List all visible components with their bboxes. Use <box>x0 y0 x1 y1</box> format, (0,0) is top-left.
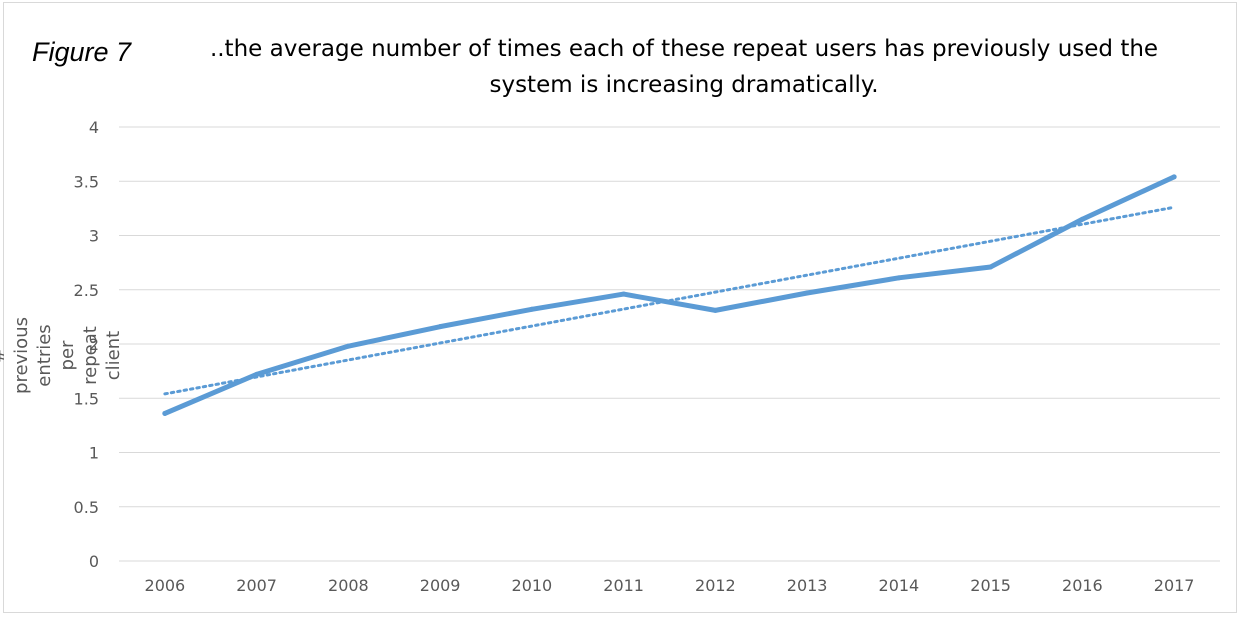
data-point <box>988 264 994 270</box>
x-tick-label: 2008 <box>328 576 369 595</box>
y-tick-label: 3 <box>89 227 99 246</box>
y-tick-label: 1.5 <box>74 389 99 408</box>
data-point <box>162 410 168 416</box>
data-point <box>712 307 718 313</box>
data-point <box>529 306 535 312</box>
series-line-0 <box>162 174 1177 416</box>
data-point <box>437 324 443 330</box>
x-tick-labels: 2006 2007 2008 2009 2010 2011 2012 2013 2014 2015… <box>145 576 1195 595</box>
data-point <box>1079 216 1085 222</box>
x-tick-label: 2010 <box>512 576 553 595</box>
y-tick-label: 0.5 <box>74 498 99 517</box>
figure-label: Figure 7 <box>32 37 132 67</box>
data-point <box>345 343 351 349</box>
x-tick-label: 2012 <box>695 576 736 595</box>
chart-title: ..the average number of times each of th… <box>209 36 1159 98</box>
plot-area: 00.511.522.533.54 2006 2007 2008 2009 2010 20… <box>74 118 1220 595</box>
series-layer <box>162 174 1177 416</box>
x-tick-label: 2011 <box>603 576 644 595</box>
x-tick-label: 2009 <box>420 576 461 595</box>
x-tick-label: 2015 <box>970 576 1011 595</box>
x-tick-label: 2017 <box>1154 576 1195 595</box>
y-tick-label: 4 <box>89 118 99 137</box>
y-tick-label: 0 <box>89 552 99 571</box>
y-tick-label: 2.5 <box>74 281 99 300</box>
data-point <box>1171 174 1177 180</box>
x-tick-label: 2013 <box>787 576 828 595</box>
y-tick-label: 1 <box>89 444 99 463</box>
x-tick-label: 2014 <box>879 576 920 595</box>
y-tick-labels: 0 0.5 1 1.5 2 2.5 3 3.5 4 <box>74 118 99 571</box>
y-tick-label: 3.5 <box>74 172 99 191</box>
y-tick-label: 2 <box>89 335 99 354</box>
x-tick-label: 2006 <box>145 576 186 595</box>
data-point <box>621 291 627 297</box>
gridlines <box>119 126 1220 562</box>
data-point <box>896 275 902 281</box>
x-tick-label: 2007 <box>236 576 277 595</box>
data-point <box>254 371 260 377</box>
data-point <box>804 290 810 296</box>
x-tick-label: 2016 <box>1062 576 1103 595</box>
